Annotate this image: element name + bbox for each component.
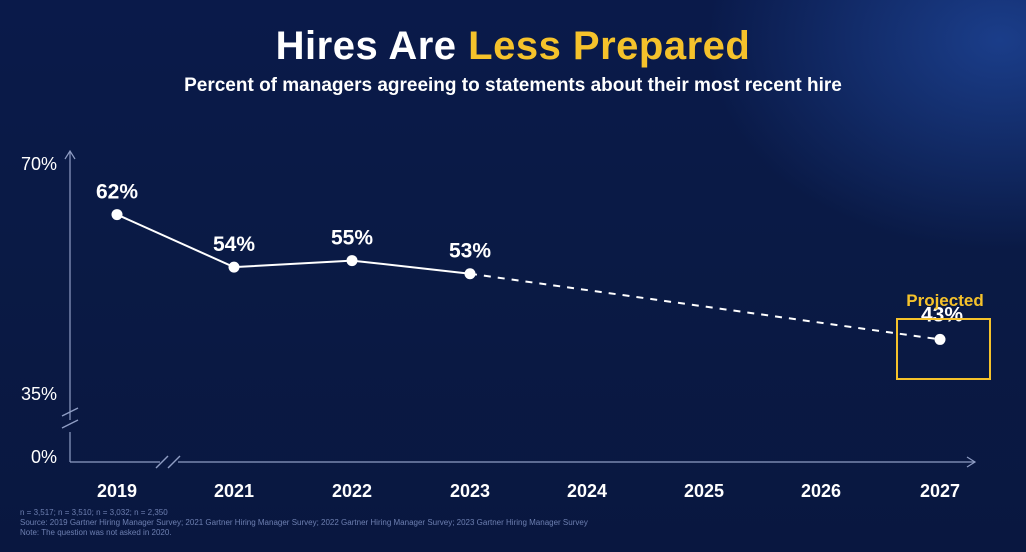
projected-box: [896, 318, 991, 380]
chart-points: [111, 209, 946, 345]
data-label: 43%: [921, 303, 963, 326]
chart-axes: 0% 35% 70% 2019 2021 2022 2023 2024 2025 2026 2027: [21, 149, 977, 501]
chart-labels: 62% 54% 55% 53% 43%Projected: [96, 181, 991, 380]
data-point: [346, 255, 358, 267]
x-tick-label: 2021: [214, 481, 254, 501]
title-part-highlight: Less Prepared: [468, 24, 751, 68]
chart-lines: [116, 213, 941, 341]
footnote-note: Note: The question was not asked in 2020…: [20, 528, 172, 537]
x-tick-label: 2026: [801, 481, 841, 501]
x-tick-label: 2025: [684, 481, 724, 501]
data-label: 55%: [331, 227, 373, 250]
data-point: [228, 261, 240, 273]
page-title: Hires Are Less Prepared: [0, 24, 1026, 69]
projected-label: Projected: [906, 291, 983, 310]
y-axis-break-mark: [61, 419, 79, 429]
projection-line: [469, 272, 941, 341]
x-tick-label: 2024: [567, 481, 607, 501]
data-point: [934, 333, 946, 345]
y-tick-label: 70%: [21, 154, 57, 174]
data-label: 53%: [449, 240, 491, 263]
y-axis-arrow: [64, 149, 76, 160]
data-point: [464, 268, 476, 280]
x-tick-label: 2027: [920, 481, 960, 501]
x-axis-arrow: [966, 456, 977, 468]
footnotes: n = 3,517; n = 3,510; n = 3,032; n = 2,3…: [20, 508, 1000, 538]
y-tick-label: 35%: [21, 384, 57, 404]
x-axis-break-mark: [155, 455, 169, 469]
y-tick-label: 0%: [31, 447, 57, 467]
page-subtitle: Percent of managers agreeing to statemen…: [184, 75, 842, 96]
data-label: 54%: [213, 233, 255, 256]
footnote-sample-sizes: n = 3,517; n = 3,510; n = 3,032; n = 2,3…: [20, 508, 168, 517]
footnote-source: Source: 2019 Gartner Hiring Manager Surv…: [20, 518, 588, 527]
title-part-plain: Hires Are: [275, 24, 469, 68]
y-axis-break-mark: [61, 407, 79, 417]
x-tick-label: 2022: [332, 481, 372, 501]
x-axis-break-mark: [167, 455, 181, 469]
data-point: [111, 209, 123, 221]
series-line: [116, 213, 471, 275]
data-label: 62%: [96, 181, 138, 204]
x-tick-label: 2019: [97, 481, 137, 501]
x-tick-label: 2023: [450, 481, 490, 501]
